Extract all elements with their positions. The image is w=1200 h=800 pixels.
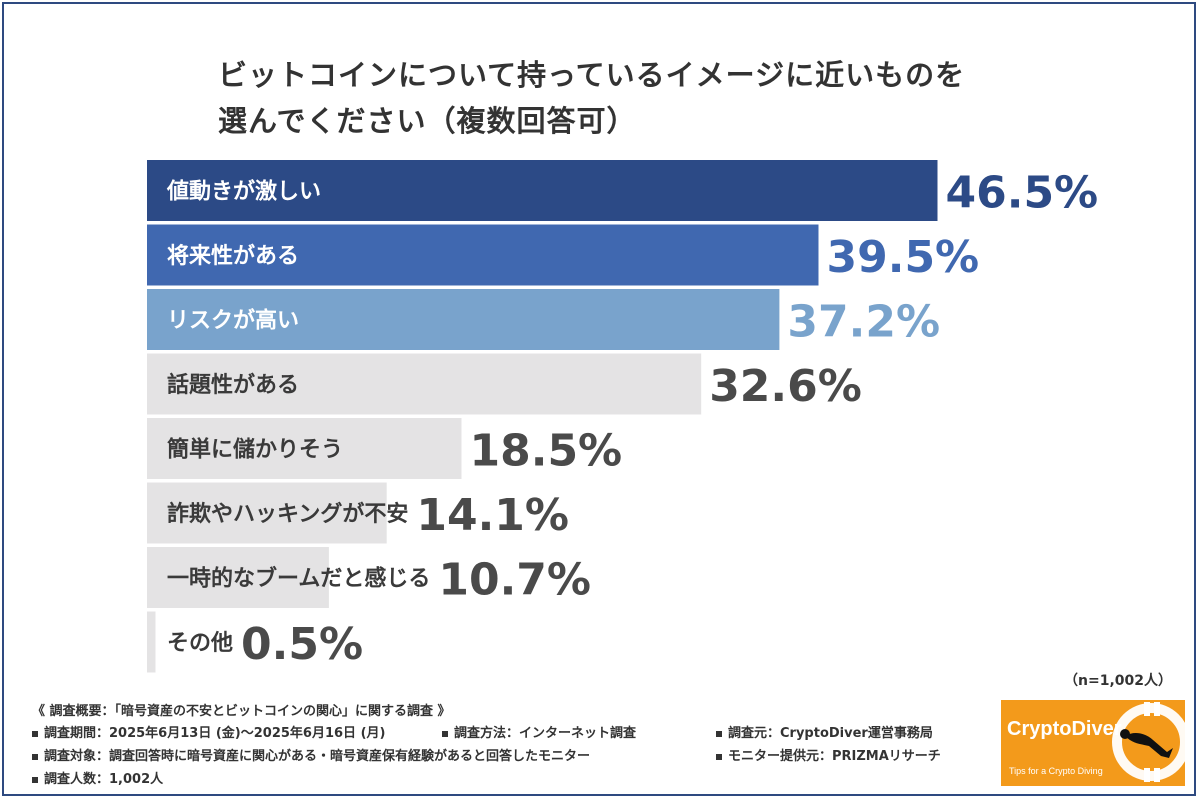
- category-label-4: 話題性がある: [167, 372, 299, 398]
- cryptodiver-logo: CryptoDiver Tips for a Crypto Diving: [1001, 700, 1185, 786]
- survey-provider: モニター提供元：PRIZMAリサーチ: [716, 745, 941, 764]
- category-label-5: 簡単に儲かりそう: [167, 437, 343, 463]
- bullet-icon: [716, 753, 722, 760]
- survey-target-text: 調査対象：調査回答時に暗号資産に関心がある・暗号資産保有経験があると回答したモニ…: [44, 749, 591, 764]
- sample-size: （n=1,002人）: [1064, 673, 1172, 689]
- bar-4: [147, 353, 702, 415]
- category-label-6: 詐欺やハッキングが不安: [167, 501, 408, 527]
- chart-title-line1: ビットコインについて持っているイメージに近いものを: [218, 58, 966, 92]
- survey-method: 調査方法：インターネット調査: [442, 722, 636, 741]
- survey-method-text: 調査方法：インターネット調査: [454, 726, 637, 741]
- bar-2: [147, 224, 819, 286]
- survey-target: 調査対象：調査回答時に暗号資産に関心がある・暗号資産保有経験があると回答したモニ…: [32, 745, 590, 764]
- value-label-7: 10.7%: [438, 555, 591, 606]
- category-label-7: 一時的なブームだと感じる: [167, 566, 430, 592]
- bitcoin-diver-icon: [1112, 702, 1185, 782]
- survey-heading: 《 調査概要：「暗号資産の不安とビットコインの関心」に関する調査 》: [32, 704, 451, 719]
- bar-5: [147, 418, 462, 479]
- value-label-5: 18.5%: [470, 426, 623, 477]
- survey-source-text: 調査元：CryptoDiver運営事務局: [728, 726, 933, 741]
- survey-period: 調査期間：2025年6月13日 (金)〜2025年6月16日 (月): [32, 722, 385, 741]
- category-label-1: 値動きが激しい: [166, 179, 321, 205]
- bar-6: [147, 482, 387, 544]
- value-label-2: 39.5%: [827, 232, 980, 283]
- bullet-icon: [32, 730, 38, 737]
- category-label-3: リスクが高い: [167, 308, 299, 334]
- value-label-4: 32.6%: [709, 361, 862, 412]
- bar-7: [147, 547, 329, 608]
- value-label-8: 0.5%: [241, 619, 363, 670]
- category-label-2: 将来性がある: [167, 243, 299, 269]
- bullet-icon: [32, 776, 38, 783]
- logo-brand: CryptoDiver: [1007, 718, 1122, 740]
- survey-respondents-text: 調査人数：1,002人: [44, 772, 164, 787]
- value-label-3: 37.2%: [787, 297, 940, 348]
- value-label-6: 14.1%: [416, 490, 569, 541]
- bullet-icon: [716, 730, 722, 737]
- chart-title-line2: 選んでください（複数回答可）: [218, 104, 637, 138]
- bar-8: [147, 611, 156, 673]
- survey-provider-text: モニター提供元：PRIZMAリサーチ: [728, 749, 941, 764]
- survey-source: 調査元：CryptoDiver運営事務局: [716, 722, 933, 741]
- bullet-icon: [442, 730, 448, 737]
- bar-3: [147, 289, 780, 350]
- logo-tagline: Tips for a Crypto Diving: [1009, 766, 1103, 776]
- bullet-icon: [32, 753, 38, 760]
- category-label-8: その他: [167, 631, 233, 656]
- chart-title: ビットコインについて持っているイメージに近いものを 選んでください（複数回答可）: [218, 52, 1118, 144]
- bar-1: [147, 160, 938, 221]
- value-label-1: 46.5%: [946, 168, 1099, 219]
- survey-period-text: 調査期間：2025年6月13日 (金)〜2025年6月16日 (月): [44, 726, 386, 741]
- survey-respondents: 調査人数：1,002人: [32, 768, 163, 787]
